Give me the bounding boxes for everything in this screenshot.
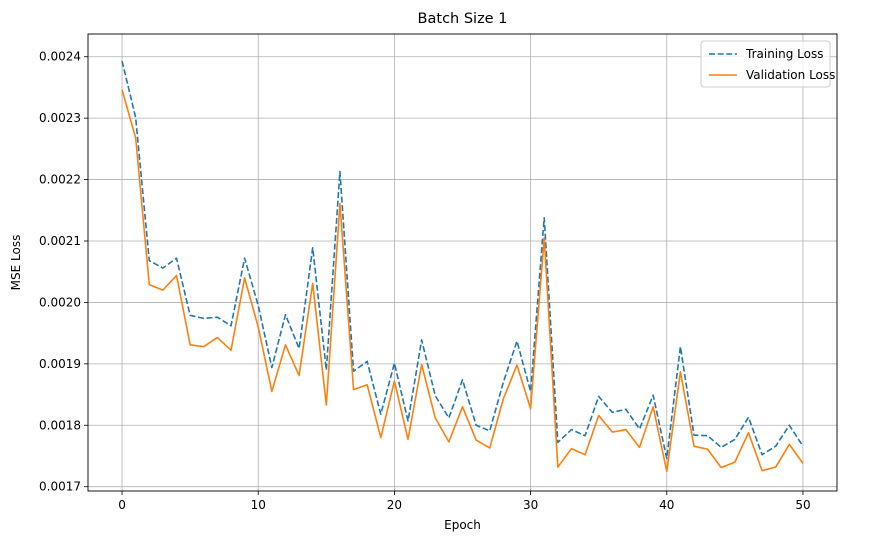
y-tick-label: 0.0021 — [39, 234, 81, 248]
grid — [88, 34, 837, 491]
axis-ticks: 0 10 20 30 40 50 0.0017 0.0018 0.0019 0.0020 0.002… — [39, 50, 811, 512]
legend: Training Loss Validation Loss — [700, 40, 835, 88]
chart-title: Batch Size 1 — [418, 11, 508, 27]
y-tick-label: 0.0022 — [39, 173, 81, 187]
y-tick-label: 0.0017 — [39, 480, 81, 494]
x-tick-label: 30 — [523, 498, 538, 512]
plot-frame — [87, 33, 838, 492]
legend-label-validation-loss: Validation Loss — [746, 68, 835, 82]
x-tick-label: 0 — [118, 498, 126, 512]
x-tick-label: 40 — [659, 498, 674, 512]
legend-label-training-loss: Training Loss — [745, 47, 823, 61]
y-tick-label: 0.0020 — [39, 295, 81, 309]
y-tick-label: 0.0019 — [39, 357, 81, 371]
series-line-training-loss — [121, 60, 804, 460]
x-tick-label: 50 — [795, 498, 810, 512]
y-tick-label: 0.0023 — [39, 111, 81, 125]
y-tick-label: 0.0024 — [39, 50, 81, 64]
y-tick-label: 0.0018 — [39, 418, 81, 432]
x-tick-label: 10 — [251, 498, 266, 512]
x-tick-label: 20 — [387, 498, 402, 512]
series-line-validation-loss — [121, 89, 804, 473]
x-axis-title: Epoch — [444, 518, 481, 532]
series-lines — [121, 60, 804, 473]
y-axis-title: MSE Loss — [9, 235, 23, 291]
